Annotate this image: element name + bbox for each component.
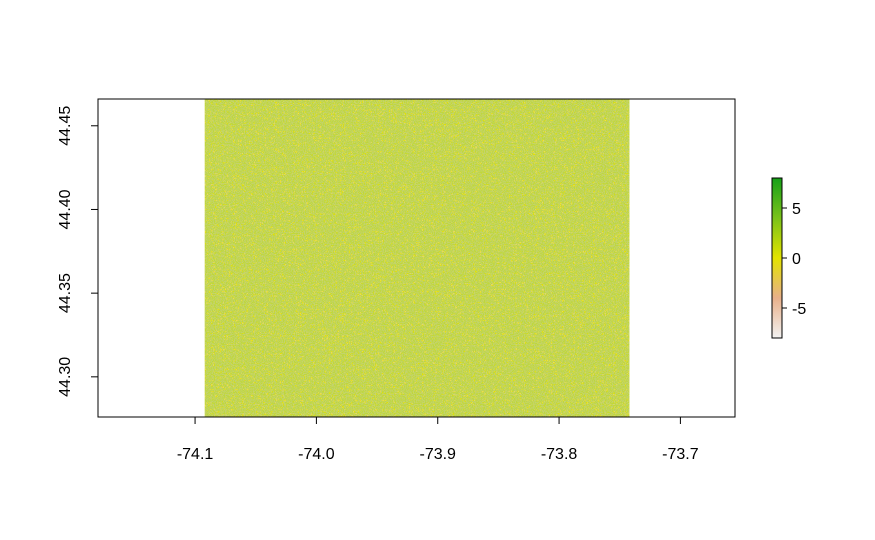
y-tick-label: 44.45 bbox=[57, 106, 74, 146]
x-tick-label: -74.1 bbox=[177, 446, 214, 463]
legend-tick-label: -5 bbox=[792, 301, 806, 318]
y-axis: 44.30 44.35 44.40 44.45 bbox=[57, 106, 99, 397]
legend-colorbar bbox=[772, 178, 782, 338]
raster-speckle-high bbox=[204, 99, 630, 417]
x-tick-label: -73.9 bbox=[419, 446, 456, 463]
y-tick-label: 44.40 bbox=[57, 189, 74, 229]
color-legend: 5 0 -5 bbox=[771, 177, 806, 339]
x-tick-label: -73.8 bbox=[541, 446, 578, 463]
legend-tick-label: 5 bbox=[792, 201, 801, 218]
y-tick-label: 44.35 bbox=[57, 273, 74, 313]
raster-layer bbox=[204, 99, 630, 417]
x-tick-label: -73.7 bbox=[662, 446, 699, 463]
legend-tick-label: 0 bbox=[792, 251, 801, 268]
y-tick-label: 44.30 bbox=[57, 357, 74, 397]
x-axis: -74.1 -74.0 -73.9 -73.8 -73.7 bbox=[177, 416, 699, 463]
x-tick-label: -74.0 bbox=[298, 446, 335, 463]
